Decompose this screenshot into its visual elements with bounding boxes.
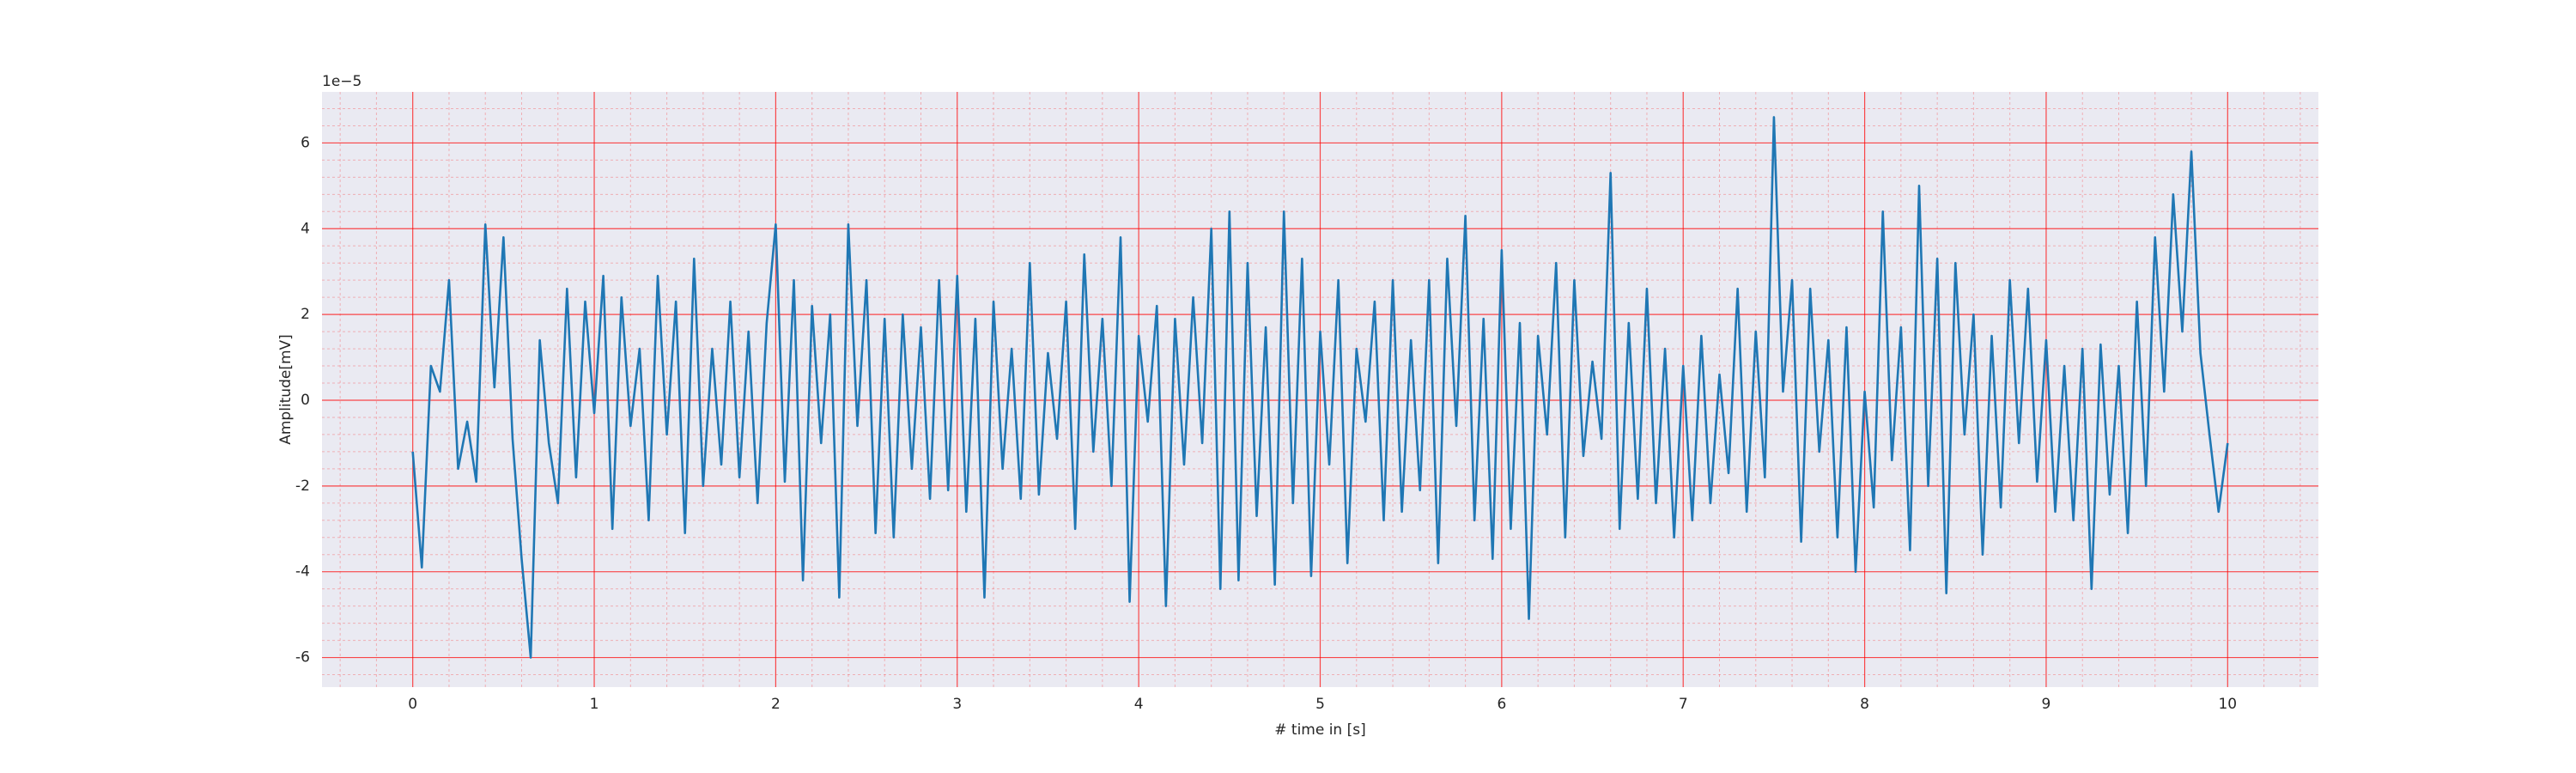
x-tick-label: 10	[2218, 696, 2237, 713]
y-tick-label: 0	[301, 392, 310, 409]
grid	[322, 92, 2318, 687]
x-tick-label: 1	[590, 696, 599, 713]
x-tick-label: 3	[952, 696, 962, 713]
x-tick-label: 0	[408, 696, 417, 713]
y-tick-label: -4	[295, 563, 310, 581]
x-tick-label: 5	[1315, 696, 1325, 713]
x-tick-label: 2	[771, 696, 781, 713]
y-tick-label: 4	[301, 220, 310, 237]
y-tick-label: -6	[295, 649, 310, 666]
data-line	[411, 116, 2229, 659]
y-axis-label: Amplitude[mV]	[277, 334, 295, 445]
marks	[411, 116, 2229, 659]
x-tick-label: 7	[1679, 696, 1688, 713]
y-tick-label: 2	[301, 306, 310, 323]
x-tick-label: 8	[1860, 696, 1869, 713]
y-offset-label: 1e−5	[322, 73, 361, 90]
x-tick-label: 4	[1134, 696, 1144, 713]
y-tick-label: 6	[301, 134, 310, 151]
x-tick-label: 9	[2042, 696, 2051, 713]
y-tick-label: -2	[295, 478, 310, 495]
x-axis-label: # time in [s]	[1274, 721, 1365, 739]
labels: 0 1 2 3 4 5 6 7 8 9 10 -6 -4 -2 0 2 4 6 # time in [s] Ampli…	[277, 73, 2237, 739]
x-tick-label: 6	[1497, 696, 1506, 713]
